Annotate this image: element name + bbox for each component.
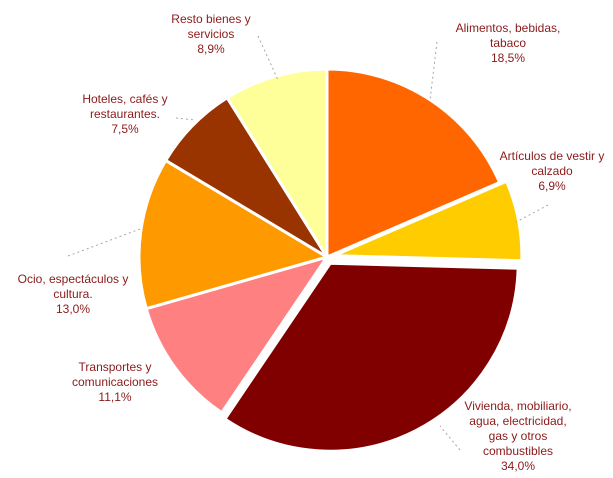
slice-value-label: 13,0% xyxy=(56,302,90,316)
pie-slice xyxy=(222,261,520,453)
slice-category-label: gas y otros xyxy=(489,429,548,443)
slice-category-label: Hoteles, cafés y xyxy=(82,92,167,106)
slice-category-label: tabaco xyxy=(490,36,526,50)
slice-value-label: 8,9% xyxy=(197,42,225,56)
pie-slice xyxy=(225,67,329,263)
slice-label: Hoteles, cafés y restaurantes. 7,5% xyxy=(82,92,167,136)
leader-line xyxy=(429,41,438,101)
slice-category-label: servicios xyxy=(188,27,235,41)
pie-slice xyxy=(325,67,502,260)
pie-slice xyxy=(333,179,524,263)
slice-label: Alimentos, bebidas, tabaco 18,5% xyxy=(456,21,561,65)
leader-lines-layer xyxy=(67,35,549,451)
slice-label: Resto bienes y servicios 8,9% xyxy=(171,12,250,56)
slice-value-label: 18,5% xyxy=(491,51,525,65)
slice-category-label: Transportes y xyxy=(79,360,152,374)
slice-category-label: Ocio, espectáculos y xyxy=(18,272,129,286)
slice-category-label: combustibles xyxy=(483,444,553,458)
slice-category-label: Alimentos, bebidas, xyxy=(456,21,561,35)
slice-label: Vivienda, mobiliario, agua, electricidad,… xyxy=(464,399,571,473)
slice-category-label: restaurantes. xyxy=(90,107,160,121)
slice-value-label: 11,1% xyxy=(98,390,131,404)
pie-slice xyxy=(137,158,331,311)
leader-line xyxy=(175,117,196,121)
slice-category-label: agua, electricidad, xyxy=(469,414,566,428)
slice-value-label: 7,5% xyxy=(111,122,139,136)
leader-line xyxy=(67,225,149,257)
slices-layer xyxy=(137,67,524,453)
labels-layer: Alimentos, bebidas, tabaco 18,5% Artículos … xyxy=(18,12,605,473)
slice-category-label: Vivienda, mobiliario, xyxy=(464,399,571,413)
slice-category-label: cultura. xyxy=(53,287,92,301)
slice-category-label: calzado xyxy=(531,164,573,178)
leader-line xyxy=(257,35,279,81)
slice-label: Artículos de vestir y calzado 6,9% xyxy=(500,149,605,193)
slice-label: Ocio, espectáculos y cultura. 13,0% xyxy=(18,272,129,316)
slice-category-label: Artículos de vestir y xyxy=(500,149,605,163)
leader-line xyxy=(515,204,549,223)
slice-category-label: Resto bienes y xyxy=(171,12,250,26)
slice-label: Transportes y comunicaciones 11,1% xyxy=(72,360,158,404)
leader-line xyxy=(439,425,461,451)
slice-category-label: comunicaciones xyxy=(72,375,158,389)
slice-value-label: 6,9% xyxy=(538,179,566,193)
slice-value-label: 34,0% xyxy=(501,459,535,473)
